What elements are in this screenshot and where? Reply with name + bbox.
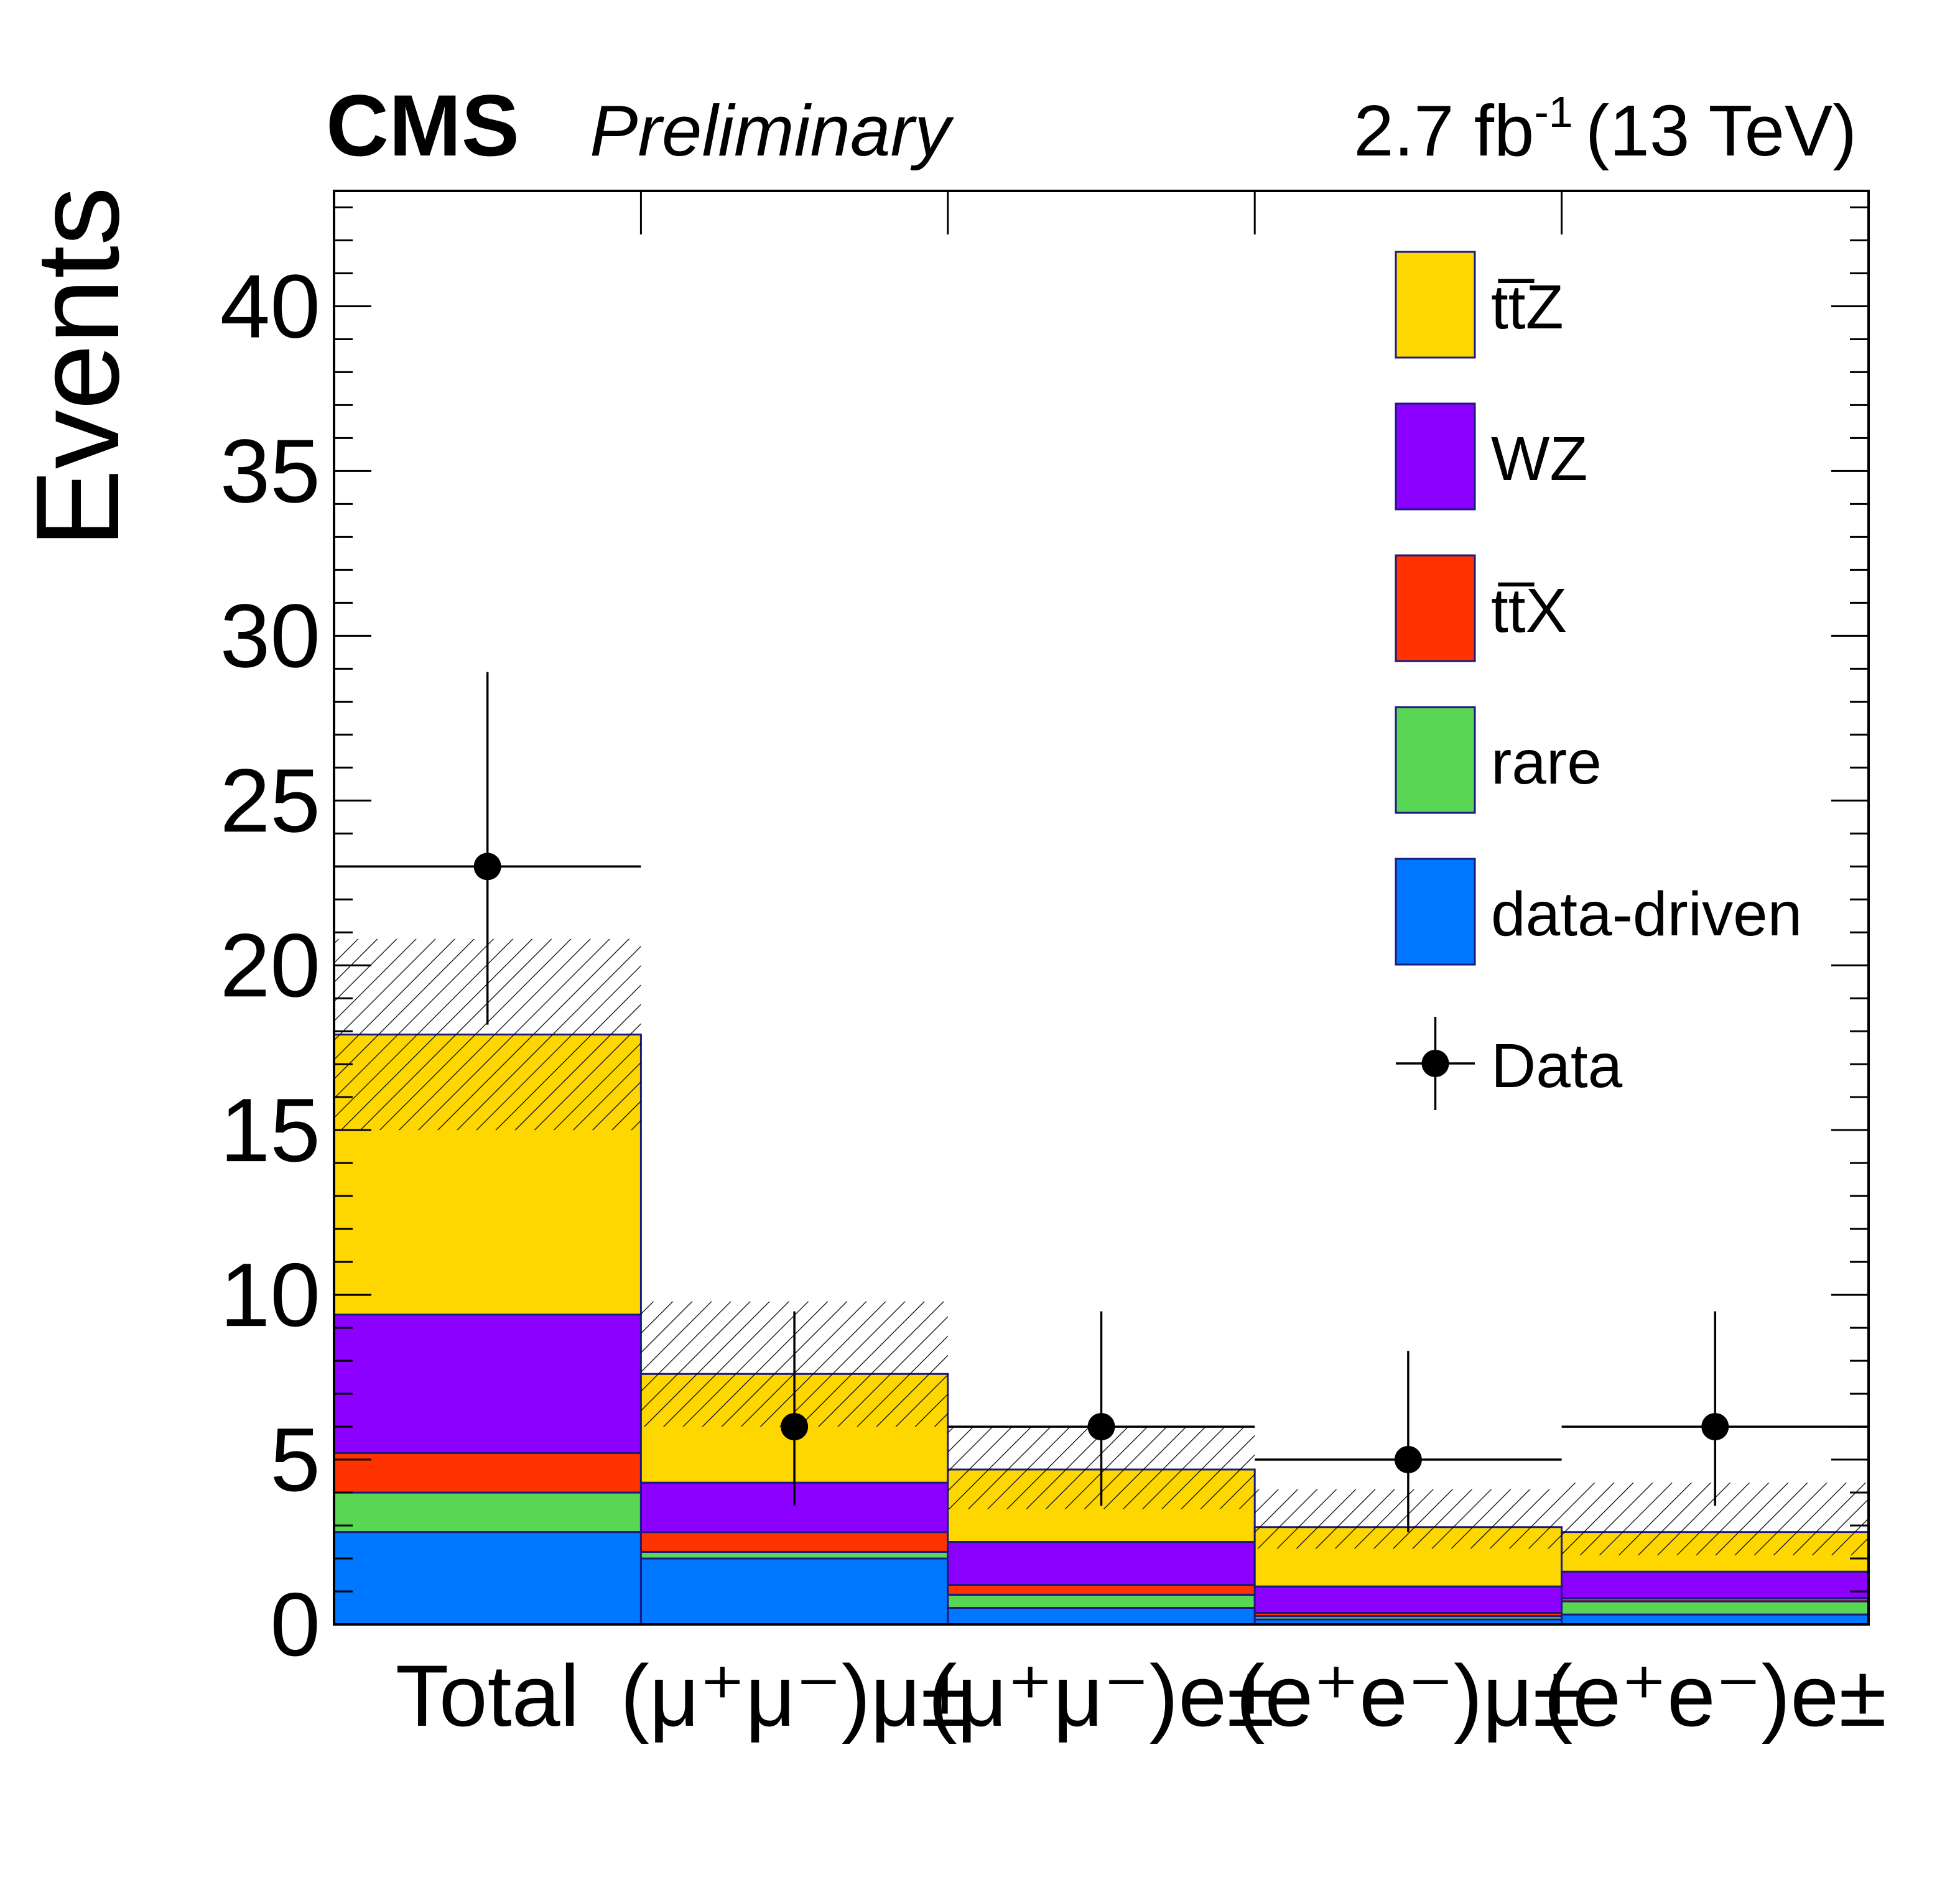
legend-swatch-4 [1395,251,1476,359]
bar-segment-3-3 [1253,1585,1563,1614]
bar-segment-1-1 [639,1550,949,1560]
y-tick-label: 0 [270,1574,320,1675]
bar-segment-0-3 [333,1313,642,1454]
legend-label-2: tt̅X [1491,576,1567,646]
bar-segment-4-3 [1561,1570,1870,1600]
y-tick-label: 20 [220,915,320,1016]
data-point-1 [781,1413,809,1441]
category-label-4: (e⁺e⁻)e± [1544,1647,1887,1744]
legend-swatch-2 [1395,554,1476,662]
legend-label-3: WZ [1491,424,1587,494]
data-point-4 [1701,1413,1729,1441]
y-tick-label: 40 [220,256,320,356]
legend: tt̅Z WZ tt̅X rare data-driven Data [1395,251,1802,1110]
y-tick-label: 15 [220,1080,320,1180]
status-label: Preliminary [590,90,954,171]
data-point-3 [1394,1446,1422,1474]
lumi-exponent: -1 [1534,88,1572,136]
plot-frame [333,190,1870,1626]
bar-segment-2-3 [947,1541,1256,1586]
bar-segment-0-1 [333,1491,642,1534]
bar-segment-4-0 [1561,1613,1870,1626]
category-label-0: Total [396,1647,580,1744]
legend-label-data: Data [1491,1031,1623,1101]
bar-segment-4-1 [1561,1600,1870,1616]
y-tick-label: 35 [220,420,320,521]
legend-swatch-1 [1395,706,1476,814]
bar-segment-1-0 [639,1557,949,1626]
data-point-0 [473,853,501,881]
y-tick-label: 30 [220,585,320,686]
legend-label-4: tt̅Z [1491,272,1564,342]
y-tick-label: 10 [220,1244,320,1345]
bar-segment-2-2 [947,1583,1256,1596]
legend-data-marker [1421,1050,1449,1077]
energy-label: (13 TeV) [1586,90,1857,171]
y-tick-label: 25 [220,750,320,851]
lumi-label: 2.7 fb-1 (13 TeV) [1354,88,1857,171]
bar-segment-0-0 [333,1531,642,1626]
data-point-2 [1087,1413,1115,1441]
legend-swatch-3 [1395,402,1476,511]
y-axis-title: Events [12,187,144,548]
y-tick-label: 5 [270,1409,320,1510]
plot-area [333,672,1870,1626]
category-label-1: (μ⁺μ⁻)μ± [620,1647,968,1744]
category-label-3: (e⁺e⁻)μ± [1236,1647,1581,1744]
experiment-label: CMS [326,76,519,174]
bar-segment-0-2 [333,1452,642,1494]
legend-label-0: data-driven [1491,879,1802,949]
legend-label-1: rare [1491,728,1602,797]
legend-swatch-0 [1395,858,1476,966]
bar-segment-2-0 [947,1607,1256,1626]
lumi-value: 2.7 fb [1354,90,1534,171]
bar-segment-1-2 [639,1531,949,1553]
bar-segment-2-1 [947,1593,1256,1609]
category-label-2: (μ⁺μ⁻)e± [928,1647,1275,1744]
